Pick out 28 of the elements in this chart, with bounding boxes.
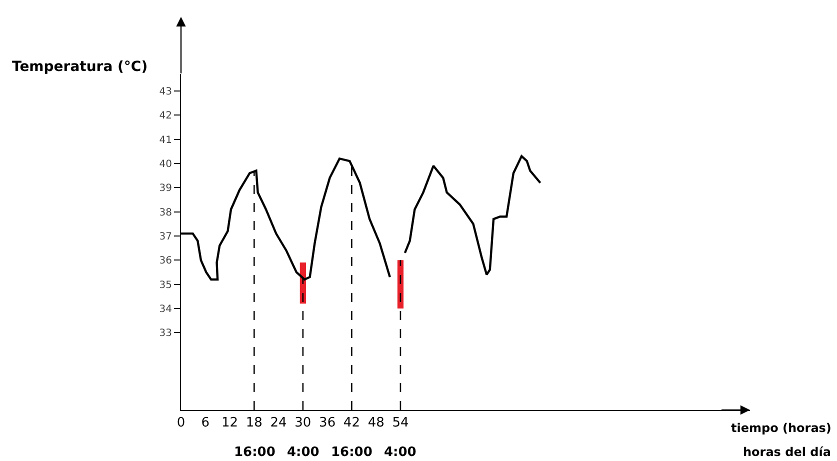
- text: 16:00: [331, 445, 372, 460]
- text: 4:00: [287, 445, 320, 460]
- x-tick-label: 0: [176, 416, 186, 431]
- y-tick-label: 40: [159, 158, 172, 170]
- x-tick-label: 42: [343, 416, 360, 431]
- y-tick-label: 34: [159, 304, 172, 315]
- y-tick-label: 33: [159, 328, 172, 340]
- x-axis-title: tiempo (horas): [731, 421, 832, 435]
- x-tick-label: 48: [368, 416, 384, 431]
- text: 16:00: [234, 445, 276, 460]
- y-tick-label: 35: [159, 280, 172, 291]
- y-tick-label: 39: [159, 183, 172, 194]
- y-tick-label: 43: [159, 86, 172, 98]
- x-tick-label: 54: [392, 416, 409, 431]
- y-tick-label: 36: [159, 256, 172, 267]
- x-tick-label: 12: [221, 416, 238, 431]
- text: horas del día: [743, 445, 831, 459]
- x-tick-label: 36: [319, 416, 336, 431]
- x-tick-label: 6: [201, 416, 210, 431]
- x-tick-label: 18: [246, 416, 262, 431]
- y-tick-label: 41: [159, 134, 172, 146]
- y-axis-title: Temperatura (°C): [12, 59, 148, 75]
- x-tick-label: 30: [294, 416, 312, 431]
- y-tick-label: 42: [159, 110, 172, 122]
- x-tick-label: 24: [270, 416, 287, 431]
- y-tick-label: 37: [159, 231, 172, 242]
- text: 4:00: [384, 445, 416, 460]
- y-tick-label: 38: [159, 207, 172, 218]
